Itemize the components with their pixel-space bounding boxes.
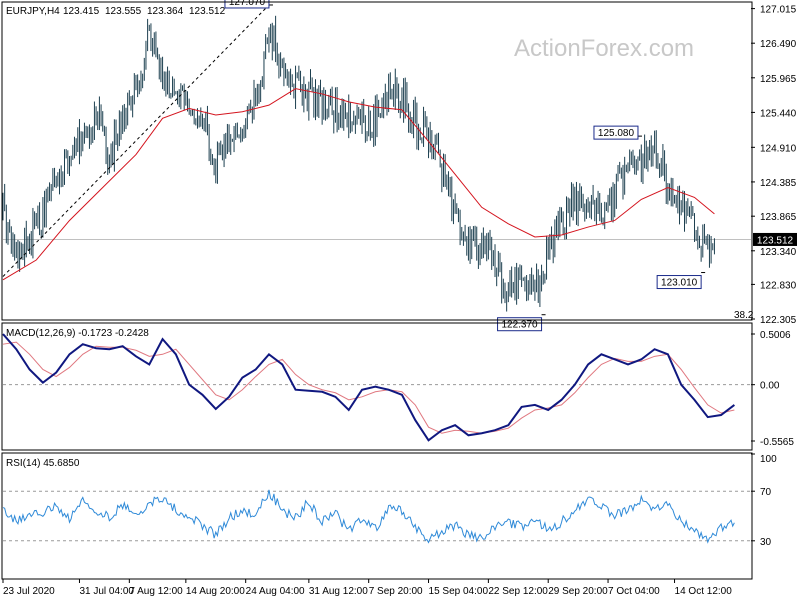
- corner-value: 38.2: [734, 310, 754, 321]
- annotation-label: 127.070: [229, 0, 266, 8]
- annotation-label: 123.010: [661, 278, 698, 289]
- annotation-box: [224, 0, 270, 9]
- time-tick-label: 24 Aug 04:00: [246, 586, 305, 597]
- price-tick-label: 125.965: [760, 74, 797, 85]
- ohlc-low: 123.364: [147, 6, 184, 17]
- ohlc-open: 123.415: [63, 6, 100, 17]
- macd-tick-label: -0.5565: [760, 437, 794, 448]
- price-tick-label: 123.340: [760, 247, 797, 258]
- time-tick-label: 14 Oct 12:00: [675, 586, 733, 597]
- price-panel: ActionForex.com 127.070 125.080 123.010 122…: [1, 0, 797, 332]
- price-tick-label: 122.830: [760, 280, 797, 291]
- time-tick-label: 29 Sep 20:00: [548, 586, 608, 597]
- time-tick-label: 31 Jul 04:00: [79, 586, 134, 597]
- time-tick-label: 7 Oct 04:00: [608, 586, 660, 597]
- rsi-panel-frame: [1, 452, 753, 580]
- macd-main-line: [2, 333, 735, 442]
- macd-tick-label: 0.00: [760, 381, 780, 392]
- annotation-box: [497, 317, 543, 332]
- annotation-label: 122.370: [501, 320, 538, 331]
- price-tick-label: 124.910: [760, 143, 797, 154]
- price-tick-label: 127.015: [760, 5, 797, 16]
- rsi-panel: RSI(14) 45.6850 100 70 30: [1, 452, 777, 580]
- price-tick-label: 123.865: [760, 212, 797, 223]
- annotation-box: [656, 275, 702, 290]
- ohlc-close: 123.512: [189, 6, 226, 17]
- time-tick-label: 7 Sep 20:00: [369, 586, 423, 597]
- rsi-label: RSI(14) 45.6850: [6, 458, 80, 469]
- time-tick-label: 14 Aug 20:00: [186, 586, 245, 597]
- time-tick-label: 22 Sep 12:00: [488, 586, 548, 597]
- rsi-tick-label: 100: [760, 454, 777, 465]
- price-tick-label: 126.490: [760, 39, 797, 50]
- price-panel-frame: [1, 1, 753, 321]
- symbol-header: EURJPY,H4: [6, 6, 60, 17]
- rsi-line: [2, 489, 735, 544]
- annotation-label: 125.080: [598, 128, 635, 139]
- macd-tick-label: 0.5006: [760, 330, 791, 341]
- watermark: ActionForex.com: [514, 35, 694, 62]
- time-tick-label: 7 Aug 12:00: [129, 586, 183, 597]
- price-tick-label: 122.305: [760, 315, 797, 326]
- rsi-tick-label: 30: [760, 537, 772, 548]
- macd-panel-frame: [1, 322, 753, 451]
- time-axis: 23 Jul 2020 31 Jul 04:007 Aug 12:00 14 Aug…: [2, 579, 733, 597]
- time-tick-label: 31 Aug 12:00: [309, 586, 368, 597]
- price-tick-label: 125.440: [760, 108, 797, 119]
- price-tick-label: 124.385: [760, 178, 797, 189]
- time-tick-label: 23 Jul 2020: [3, 586, 55, 597]
- rsi-tick-label: 70: [760, 487, 772, 498]
- macd-panel: MACD(12,26,9) -0.1723 -0.2428 0.5006 0.00…: [1, 322, 794, 451]
- current-price-box: [753, 232, 797, 246]
- time-tick-label: 15 Sep 04:00: [429, 586, 489, 597]
- current-price-label: 123.512: [757, 235, 794, 246]
- macd-label: MACD(12,26,9) -0.1723 -0.2428: [6, 328, 149, 339]
- ohlc-high: 123.555: [105, 6, 142, 17]
- moving-average-line: [2, 88, 715, 281]
- annotation-box: [593, 125, 639, 140]
